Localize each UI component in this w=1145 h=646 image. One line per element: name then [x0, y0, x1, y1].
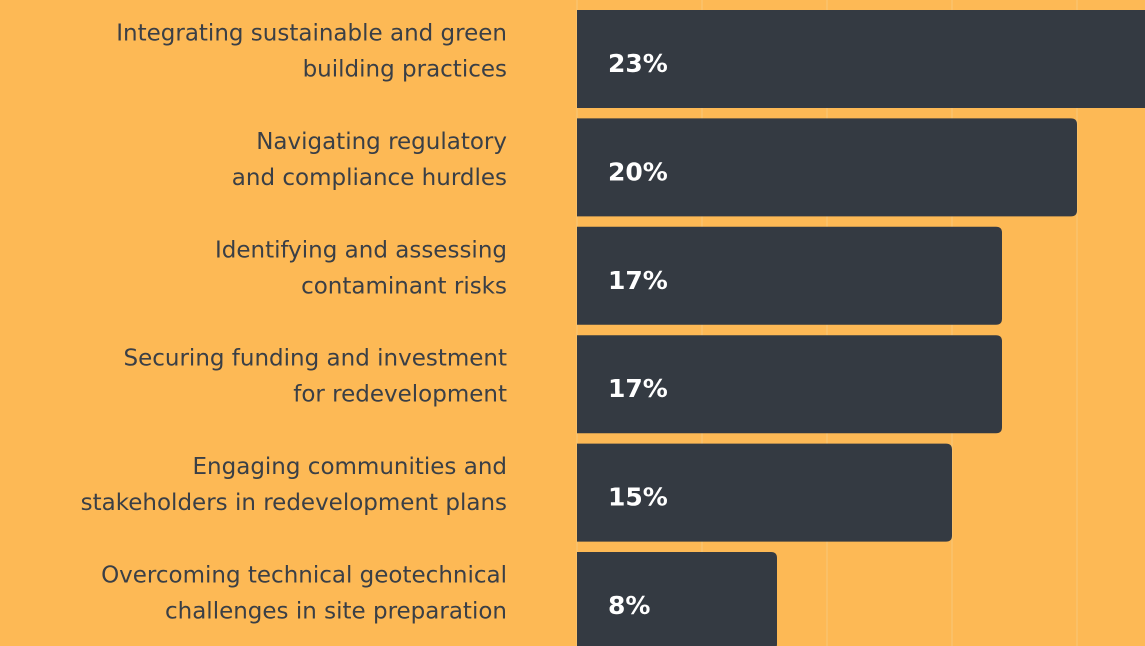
value-label: 8%: [608, 591, 650, 620]
category-label: Securing funding and investment: [124, 346, 508, 372]
category-label: and compliance hurdles: [232, 165, 507, 191]
value-label: 15%: [608, 483, 668, 512]
value-label: 17%: [608, 266, 668, 295]
category-label: for redevelopment: [293, 382, 507, 408]
category-label: contaminant risks: [301, 273, 507, 299]
category-label: building practices: [303, 57, 507, 83]
value-label: 20%: [608, 157, 668, 186]
bar: [577, 10, 1145, 108]
bar: [577, 443, 952, 542]
category-label: Engaging communities and: [193, 454, 507, 480]
bar: [577, 552, 777, 646]
value-label: 23%: [608, 49, 668, 78]
category-label: challenges in site preparation: [165, 599, 507, 625]
category-label: Integrating sustainable and green: [116, 21, 507, 47]
category-label: stakeholders in redevelopment plans: [81, 490, 507, 516]
category-label: Navigating regulatory: [256, 129, 507, 155]
category-label: Identifying and assessing: [215, 237, 507, 263]
bar: [577, 335, 1002, 434]
bar: [577, 118, 1077, 217]
bar: [577, 226, 1002, 325]
category-label: Overcoming technical geotechnical: [101, 563, 507, 589]
value-label: 17%: [608, 374, 668, 403]
